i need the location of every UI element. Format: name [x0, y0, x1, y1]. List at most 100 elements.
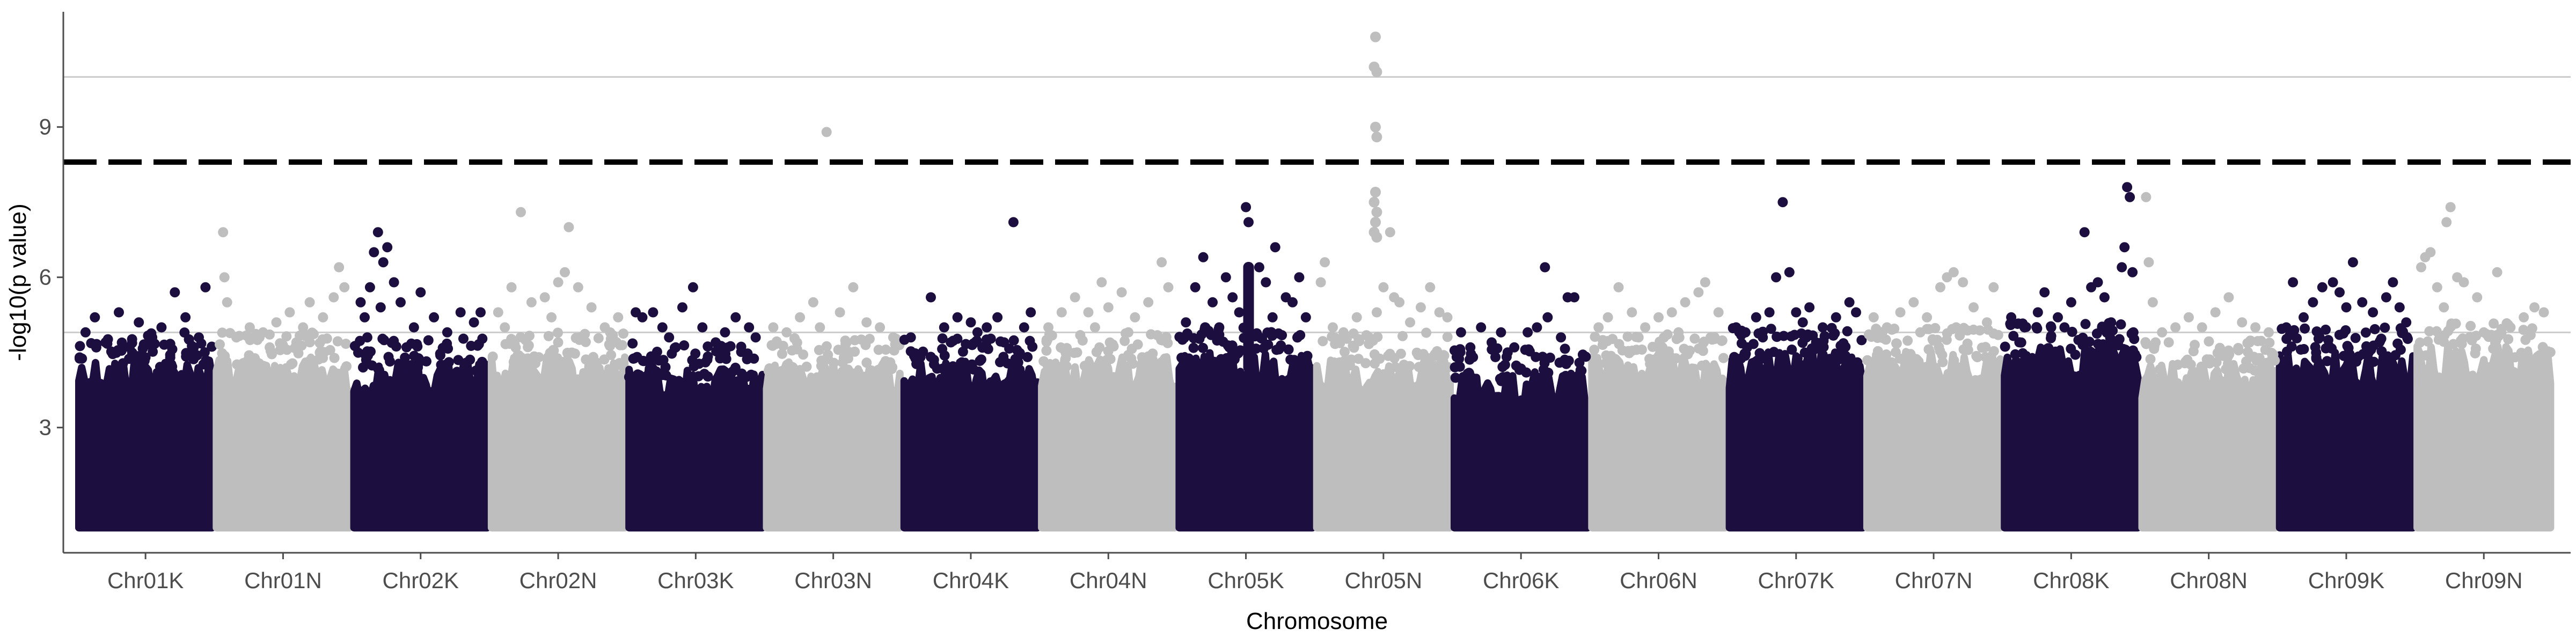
data-point: [1542, 312, 1553, 323]
data-point: [2529, 302, 2540, 313]
data-point: [1988, 282, 1999, 292]
data-point: [1455, 344, 1466, 355]
data-point: [1261, 277, 1271, 288]
data-point: [383, 352, 394, 362]
data-point: [375, 302, 386, 313]
data-point: [657, 322, 668, 333]
data-point: [560, 267, 570, 277]
data-point: [2125, 192, 2135, 202]
data-point: [2226, 364, 2236, 375]
data-point: [1797, 338, 1808, 348]
data-point: [2113, 340, 2124, 350]
data-point: [1803, 329, 1813, 340]
data-point: [304, 337, 315, 348]
data-point: [844, 347, 854, 357]
data-point: [469, 317, 479, 328]
data-point: [362, 346, 372, 357]
chromosome-band-chr07k: [1725, 348, 1867, 532]
data-point: [939, 322, 949, 333]
data-point: [218, 227, 229, 238]
data-point: [637, 312, 648, 323]
data-point: [1699, 336, 1709, 347]
chromosome-band-chr07n: [1863, 347, 2004, 532]
chromosome-band-chr03k: [625, 364, 766, 532]
data-point: [231, 332, 241, 343]
data-point: [382, 242, 393, 253]
data-point: [1864, 329, 1874, 340]
data-point: [861, 357, 872, 368]
top-hit-point: [1370, 187, 1381, 197]
data-point: [1490, 352, 1501, 362]
data-point: [1130, 312, 1140, 323]
data-point: [1797, 317, 1808, 328]
data-point: [599, 322, 610, 333]
data-point: [1589, 359, 1600, 370]
data-point: [271, 317, 282, 328]
data-point: [1434, 307, 1445, 318]
data-point: [1103, 302, 1114, 313]
data-point: [2368, 356, 2379, 367]
data-point: [1844, 297, 1855, 308]
data-point: [1294, 272, 1305, 283]
data-point: [2299, 312, 2309, 323]
data-point: [2249, 365, 2260, 376]
data-point: [2249, 352, 2259, 362]
data-point: [1851, 307, 1861, 318]
data-point: [555, 356, 566, 367]
data-point: [415, 287, 426, 298]
data-point: [74, 353, 85, 364]
data-point: [839, 354, 850, 365]
data-point: [2446, 321, 2456, 332]
data-point: [1880, 334, 1891, 345]
data-point: [608, 330, 618, 341]
data-point: [453, 355, 464, 365]
data-point: [2455, 335, 2466, 346]
data-point: [866, 365, 877, 376]
data-point: [2449, 350, 2460, 361]
data-point: [763, 365, 774, 376]
data-point: [514, 350, 524, 361]
data-point: [91, 342, 101, 353]
data-point: [1718, 353, 1729, 363]
data-point: [334, 262, 345, 273]
data-point: [1569, 292, 1579, 303]
data-point: [147, 332, 158, 343]
data-point: [982, 322, 992, 333]
data-point: [1198, 252, 1209, 262]
chromosome-band-chr02k: [350, 358, 491, 532]
data-point: [1104, 337, 1115, 348]
data-point: [217, 327, 228, 338]
data-point: [1716, 335, 1727, 346]
data-point: [580, 328, 590, 339]
x-tick-label: Chr05N: [1344, 568, 1422, 593]
top-hit-point: [1371, 207, 1382, 218]
data-point: [2376, 346, 2387, 357]
y-tick-label: 3: [39, 415, 52, 440]
data-point: [1367, 335, 1378, 346]
data-point: [1122, 362, 1132, 372]
data-point: [298, 322, 309, 333]
data-point: [2538, 307, 2549, 318]
data-point: [1597, 340, 1608, 350]
data-point: [2263, 361, 2273, 371]
data-point: [1442, 312, 1453, 323]
data-point: [2322, 356, 2332, 367]
data-point: [1163, 282, 1174, 292]
data-point: [2537, 342, 2548, 353]
data-point: [1633, 332, 1644, 343]
data-point: [1370, 358, 1380, 369]
data-point: [1590, 332, 1600, 342]
data-point: [1354, 336, 1365, 347]
data-point: [1680, 297, 1690, 308]
grid-lines: [63, 76, 2571, 333]
data-point: [1157, 257, 1167, 268]
data-point: [1539, 358, 1550, 369]
top-hit-point: [1371, 67, 1382, 77]
data-point: [2127, 267, 2138, 277]
data-point: [821, 341, 832, 352]
data-point: [2182, 354, 2193, 365]
data-point: [472, 340, 483, 351]
data-point: [1243, 217, 1254, 228]
data-point: [192, 350, 202, 361]
data-point: [618, 328, 628, 339]
